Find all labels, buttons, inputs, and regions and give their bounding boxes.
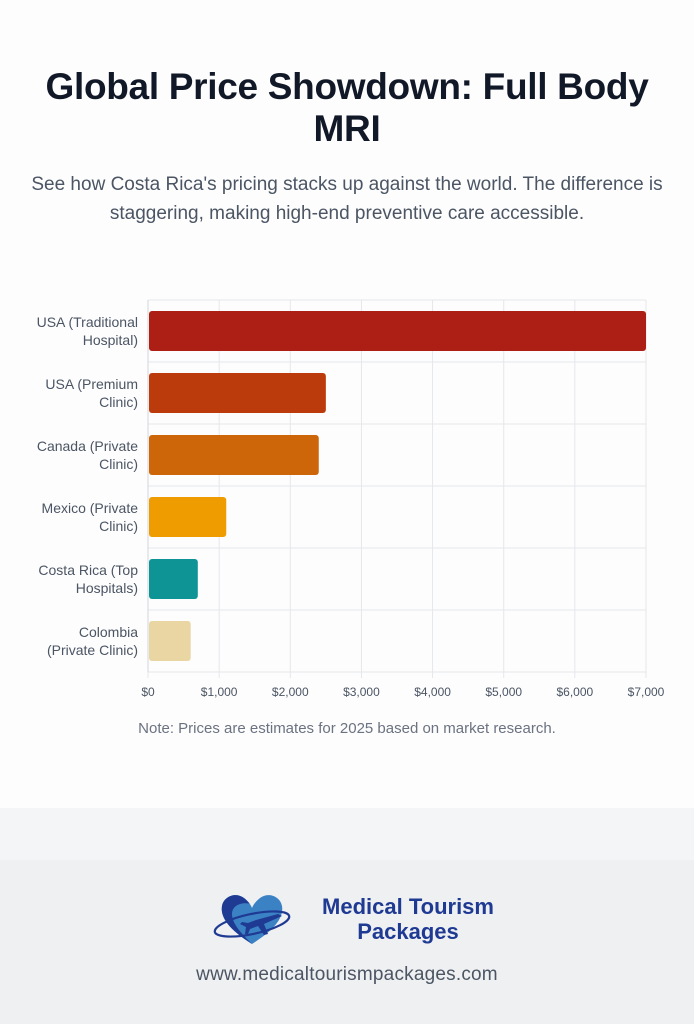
x-tick-label: $4,000 xyxy=(414,685,451,699)
x-tick-label: $2,000 xyxy=(272,685,309,699)
category-label: (Private Clinic) xyxy=(47,642,138,658)
bar[interactable] xyxy=(149,497,227,537)
bar[interactable] xyxy=(149,311,646,351)
page-title: Global Price Showdown: Full Body MRI xyxy=(45,66,649,149)
bar[interactable] xyxy=(149,435,319,475)
brand-name-line1: Medical Tourism xyxy=(322,894,494,919)
category-label: Hospitals) xyxy=(76,580,138,596)
x-tick-label: $0 xyxy=(141,685,155,699)
bar[interactable] xyxy=(149,621,191,661)
footer: Medical Tourism Packages www.medicaltour… xyxy=(0,860,694,1024)
x-tick-label: $3,000 xyxy=(343,685,380,699)
category-label: USA (Premium xyxy=(45,376,138,392)
category-label: Colombia xyxy=(79,624,138,640)
x-tick-label: $7,000 xyxy=(628,685,665,699)
chart-card: Global Price Showdown: Full Body MRI See… xyxy=(31,66,665,737)
category-label: USA (Traditional xyxy=(37,314,138,330)
category-label: Clinic) xyxy=(99,518,138,534)
category-label: Hospital) xyxy=(83,332,138,348)
brand-logo[interactable]: Medical Tourism Packages xyxy=(212,890,494,950)
category-label: Costa Rica (Top xyxy=(38,562,138,578)
website-link[interactable]: www.medicaltourismpackages.com xyxy=(196,964,498,985)
category-label: Canada (Private xyxy=(37,438,138,454)
price-bar-chart: $0 $1,000 $2,000 $3,000 $4,000 $5,000 $6,000 $7… xyxy=(37,299,665,699)
x-tick-label: $5,000 xyxy=(485,685,522,699)
x-tick-label: $1,000 xyxy=(201,685,238,699)
brand-name: Medical Tourism Packages xyxy=(318,894,498,944)
bar[interactable] xyxy=(149,559,198,599)
bar[interactable] xyxy=(149,373,326,413)
category-label: Clinic) xyxy=(99,456,138,472)
brand-name-line2: Packages xyxy=(357,919,459,944)
category-label: Clinic) xyxy=(99,394,138,410)
chart-note: Note: Prices are estimates for 2025 base… xyxy=(138,720,556,737)
x-tick-label: $6,000 xyxy=(557,685,594,699)
category-label: Mexico (Private xyxy=(42,500,139,516)
separator-band xyxy=(0,808,694,860)
page-subtitle: See how Costa Rica's pricing stacks up a… xyxy=(31,174,663,224)
heart-plane-icon xyxy=(213,895,291,944)
